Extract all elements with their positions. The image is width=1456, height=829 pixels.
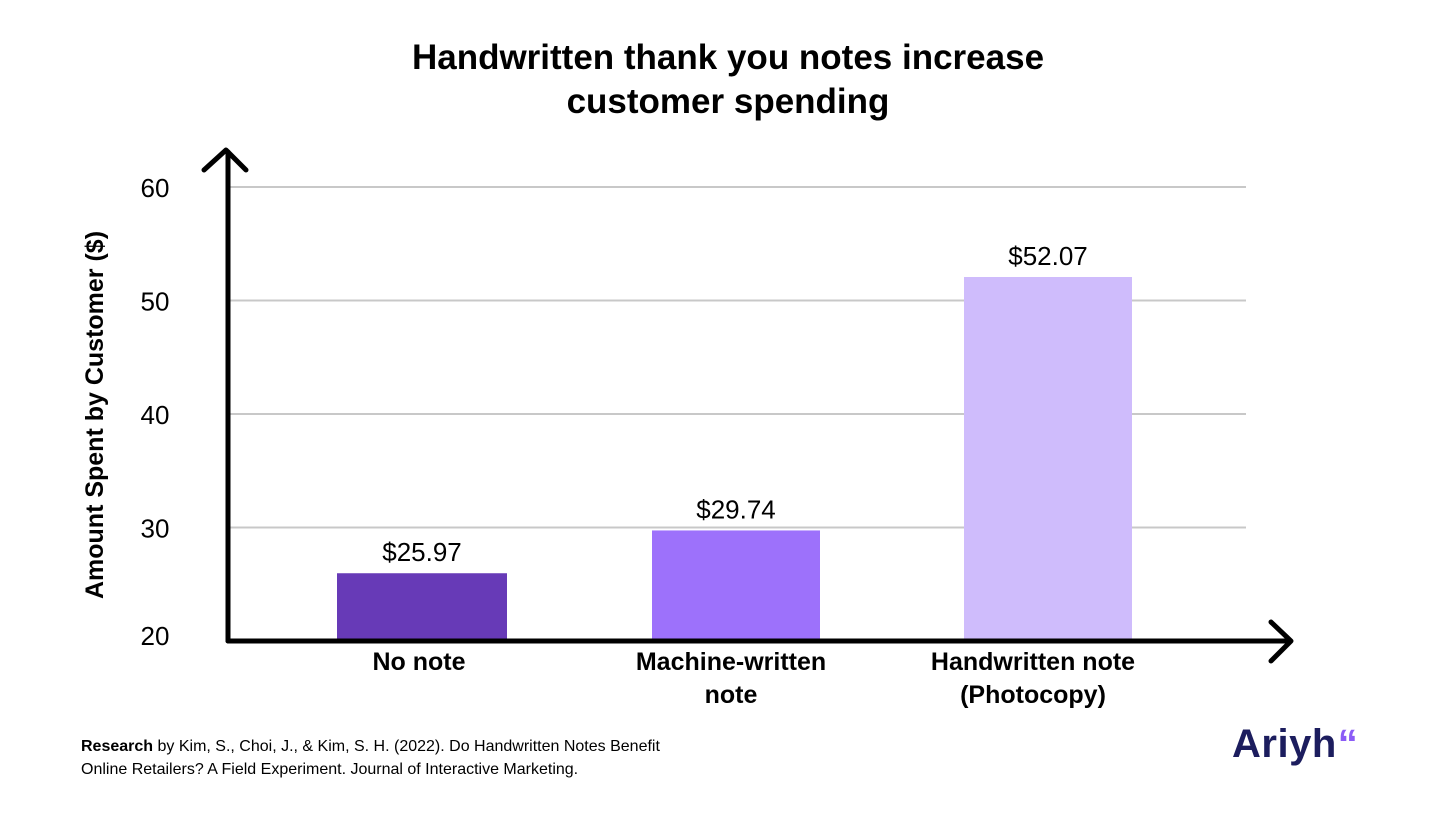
x-tick-label: No note — [372, 648, 465, 676]
source-citation-line-2: Online Retailers? A Field Experiment. Jo… — [81, 761, 579, 778]
chart-title-line-2: customer spending — [566, 82, 890, 121]
bar — [337, 573, 507, 641]
x-tick-label: Handwritten note — [931, 648, 1135, 676]
bars — [337, 277, 1132, 641]
data-label: $52.07 — [1008, 241, 1088, 271]
source-citation-line-1: Research by Kim, S., Choi, J., & Kim, S.… — [81, 735, 660, 758]
y-axis-title: Amount Spent by Customer ($) — [81, 231, 109, 599]
brand-quote-mark: “ — [1337, 722, 1359, 766]
y-tick-label: 20 — [141, 621, 170, 651]
data-label: $25.97 — [382, 537, 462, 567]
x-axis-arrowhead — [1268, 619, 1294, 664]
y-tick-label: 40 — [141, 400, 170, 430]
source-citation-text-1: by Kim, S., Choi, J., & Kim, S. H. (2022… — [153, 738, 660, 755]
brand-name: Ariyh — [1232, 722, 1337, 766]
source-citation-bold: Research — [81, 738, 154, 755]
chart-title: Handwritten thank you notes increase cus… — [0, 36, 1456, 124]
axes — [201, 147, 1294, 664]
x-tick-label: note — [705, 681, 758, 709]
y-axis-arrowhead — [201, 147, 249, 173]
y-tick-label: 60 — [141, 173, 170, 203]
labels: 20 30 40 50 60 Amount Spent by Customer ($) $2… — [81, 173, 1135, 709]
bar — [652, 530, 820, 641]
chart-title-line-1: Handwritten thank you notes increase — [411, 38, 1045, 77]
y-tick-label: 30 — [141, 514, 170, 544]
x-tick-label: Machine-written — [636, 648, 826, 676]
ariyh-logo: Ariyh“ — [1232, 722, 1358, 767]
bar — [964, 277, 1132, 641]
x-tick-label: (Photocopy) — [960, 681, 1106, 709]
y-tick-label: 50 — [141, 287, 170, 317]
source-citation: Research by Kim, S., Choi, J., & Kim, S.… — [81, 735, 660, 781]
data-label: $29.74 — [696, 494, 776, 524]
